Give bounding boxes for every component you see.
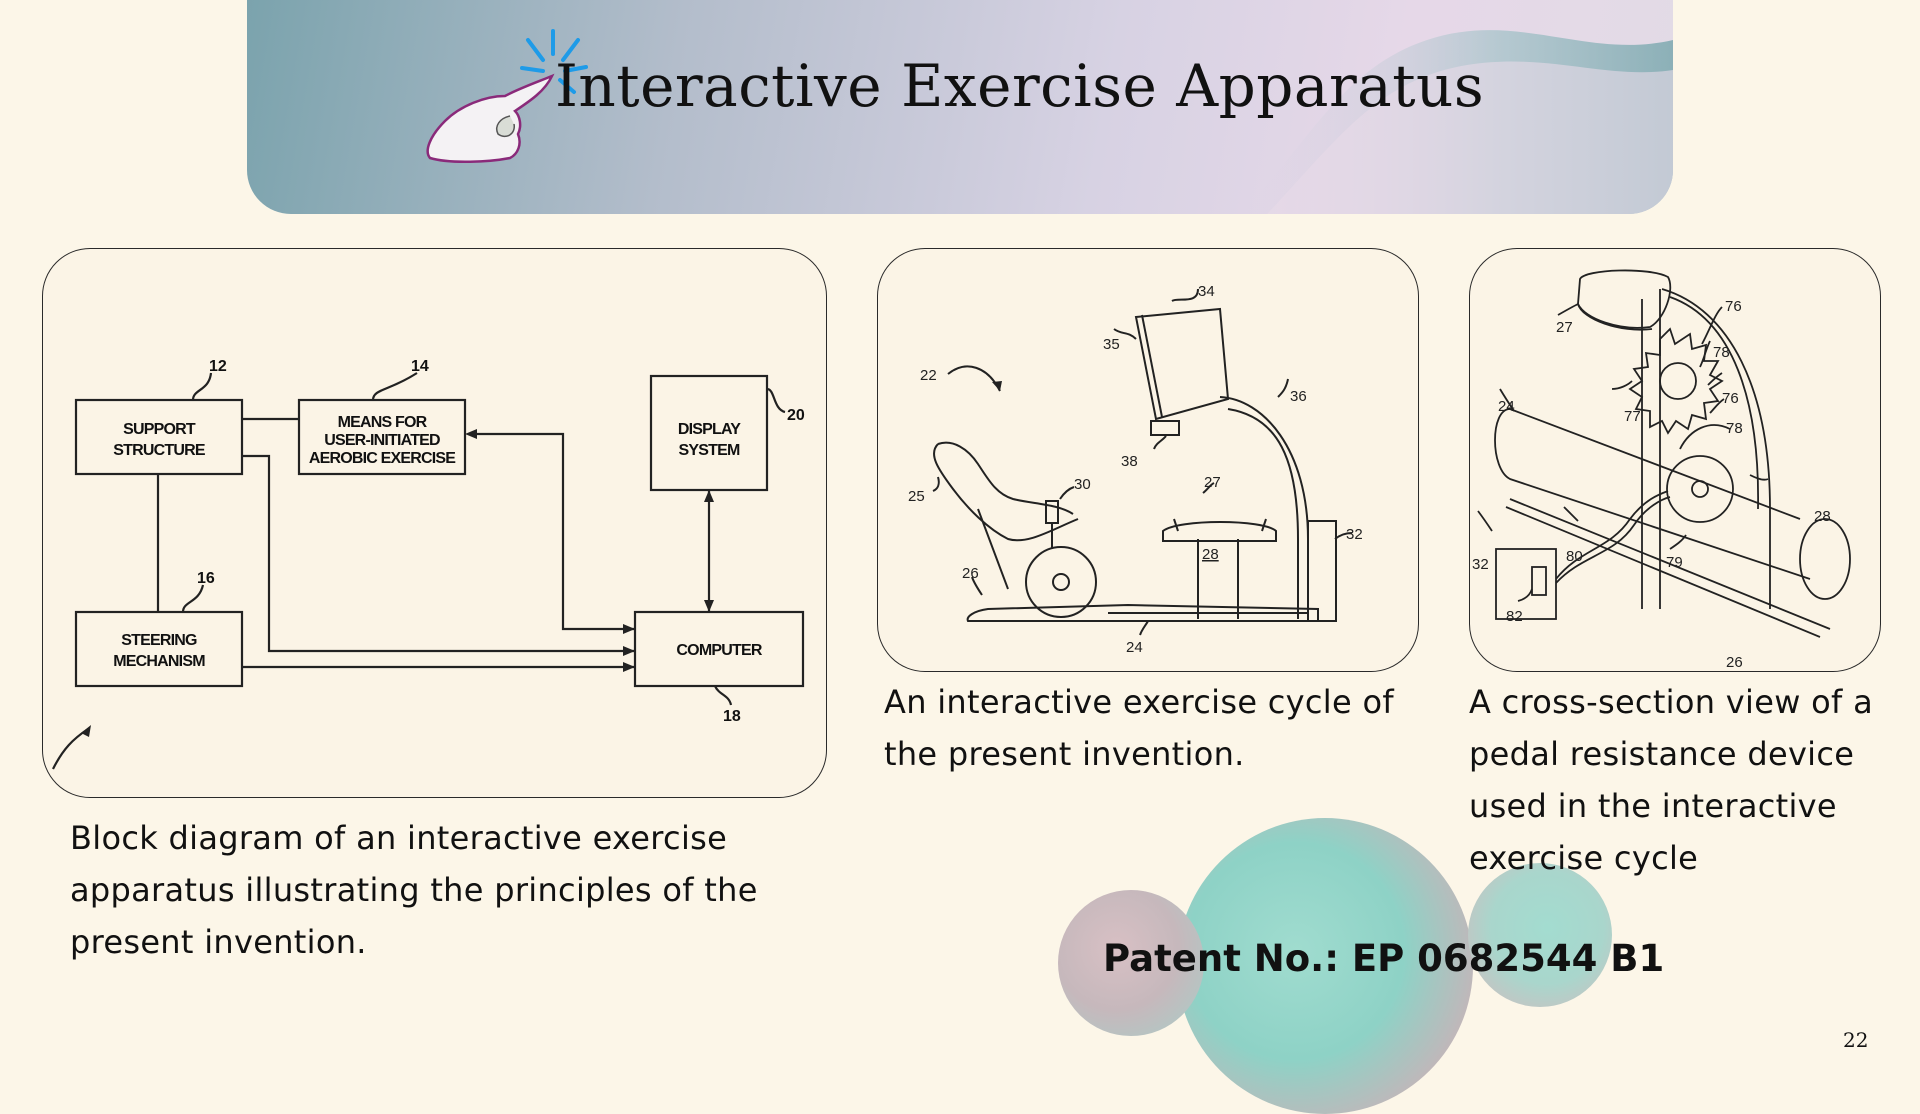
computer-box — [633, 610, 805, 688]
computer-label: COMPUTER — [676, 642, 762, 659]
ref-14: 14 — [411, 358, 429, 375]
caption-line: present invention. — [70, 923, 367, 961]
ref-26-pedal: 26 — [1726, 654, 1743, 671]
caption-exercise-cycle: An interactive exercise cycle of the pre… — [884, 676, 1394, 780]
caption-line: exercise cycle — [1469, 839, 1699, 877]
ref-24: 24 — [1126, 639, 1143, 656]
ref-35: 35 — [1103, 336, 1120, 353]
ref-78-mid: 78 — [1726, 420, 1743, 437]
caption-line: pedal resistance device — [1469, 735, 1855, 773]
ref-22: 22 — [920, 367, 937, 384]
ref-26: 26 — [962, 565, 979, 582]
support-label-1: SUPPORT — [123, 421, 196, 438]
pointing-hand-icon — [426, 29, 588, 163]
caption-block-diagram: Block diagram of an interactive exercise… — [70, 812, 758, 968]
decorative-bubble-right — [1468, 863, 1612, 1007]
ref-25: 25 — [908, 488, 925, 505]
caption-line: apparatus illustrating the principles of… — [70, 871, 758, 909]
caption-line: A cross-section view of a — [1469, 683, 1873, 721]
caption-line: the present invention. — [884, 735, 1245, 773]
ref-77: 77 — [1624, 408, 1641, 425]
ref-18: 18 — [723, 708, 741, 725]
patent-number: Patent No.: EP 0682544 B1 — [1103, 937, 1665, 980]
steering-mechanism-box — [74, 610, 244, 688]
ref-34: 34 — [1198, 283, 1215, 300]
ref-27-pedal: 27 — [1556, 319, 1573, 336]
ref-28: 28 — [1202, 546, 1219, 563]
ref-16: 16 — [197, 570, 215, 587]
ref-80: 80 — [1566, 548, 1583, 565]
ref-27: 27 — [1204, 474, 1221, 491]
ref-82: 82 — [1506, 608, 1523, 625]
ref-28-pedal: 28 — [1814, 508, 1831, 525]
ref-36: 36 — [1290, 388, 1307, 405]
figure-block-diagram: SUPPORT STRUCTURE MEANS FOR USER-INITIAT… — [42, 248, 827, 798]
banner-wave-decoration — [1237, 0, 1673, 214]
title-banner — [247, 0, 1673, 214]
caption-pedal-resistance: A cross-section view of a pedal resistan… — [1469, 676, 1873, 884]
slide-title: Interactive Exercise Apparatus — [555, 52, 1485, 120]
ref-12: 12 — [209, 358, 227, 375]
steering-label-1: STEERING — [121, 632, 197, 649]
ref-38: 38 — [1121, 453, 1138, 470]
display-label-2: SYSTEM — [679, 442, 740, 459]
ref-20: 20 — [787, 407, 805, 424]
ref-30: 30 — [1074, 476, 1091, 493]
page-number: 22 — [1843, 1028, 1869, 1052]
ref-32-pedal: 32 — [1472, 556, 1489, 573]
means-box — [297, 398, 467, 476]
steering-label-2: MECHANISM — [113, 653, 205, 670]
ref-76-mid: 76 — [1722, 390, 1739, 407]
ref-79: 79 — [1666, 554, 1683, 571]
caption-line: Block diagram of an interactive exercise — [70, 819, 728, 857]
means-label-3: AEROBIC EXERCISE — [309, 450, 456, 467]
caption-line: An interactive exercise cycle of — [884, 683, 1394, 721]
figure-pedal-resistance: 76 27 78 24 77 76 78 28 32 80 79 82 26 — [1469, 248, 1881, 672]
ref-76-top: 76 — [1725, 298, 1742, 315]
ref-78-top: 78 — [1713, 344, 1730, 361]
ref-32: 32 — [1346, 526, 1363, 543]
means-label-1: MEANS FOR — [338, 414, 428, 431]
means-label-2: USER-INITIATED — [324, 432, 440, 449]
decorative-bubble-large — [1177, 818, 1473, 1114]
decorative-bubble-left — [1058, 890, 1204, 1036]
ref-24-pedal: 24 — [1498, 398, 1515, 415]
display-label-1: DISPLAY — [678, 421, 741, 438]
support-label-2: STRUCTURE — [113, 442, 206, 459]
figure-exercise-cycle: 34 35 22 36 38 25 30 27 32 28 26 24 — [877, 248, 1419, 672]
caption-line: used in the interactive — [1469, 787, 1837, 825]
